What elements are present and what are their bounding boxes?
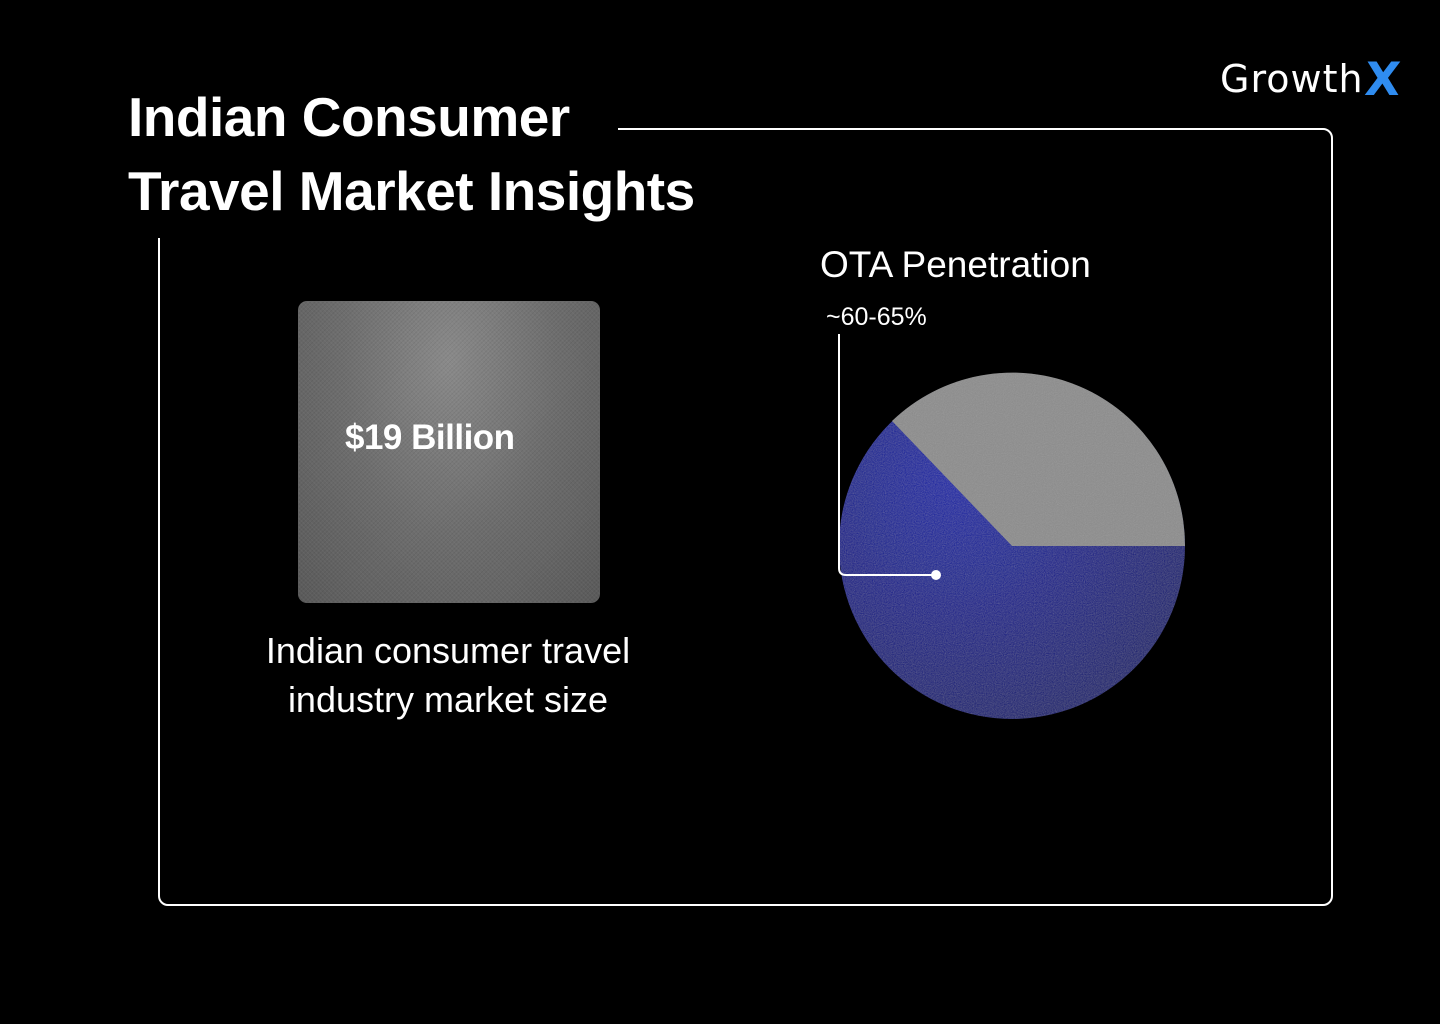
caption-line-1: Indian consumer travel xyxy=(265,630,631,671)
pie-annotation-label: ~60-65% xyxy=(826,303,927,331)
pie-slices xyxy=(839,372,1186,719)
page-title: Indian Consumer Travel Market Insights xyxy=(128,80,695,228)
content-frame xyxy=(158,128,1333,906)
annotation-dot xyxy=(931,570,941,580)
title-mask xyxy=(150,118,618,238)
chart-title: OTA Penetration xyxy=(820,244,1091,285)
title-line-1: Indian Consumer xyxy=(128,86,570,148)
market-size-value: $19 Billion xyxy=(345,418,515,457)
market-size-caption: Indian consumer travel industry market s… xyxy=(228,626,668,724)
market-size-card xyxy=(298,301,600,603)
annotation-leader-line xyxy=(838,334,936,576)
title-line-2: Travel Market Insights xyxy=(128,160,695,222)
pie-slice-non-ota xyxy=(892,372,1186,546)
logo-text: Growth xyxy=(1220,57,1364,101)
growthx-logo: Growth X xyxy=(1220,52,1403,106)
caption-line-2: industry market size xyxy=(287,679,609,720)
